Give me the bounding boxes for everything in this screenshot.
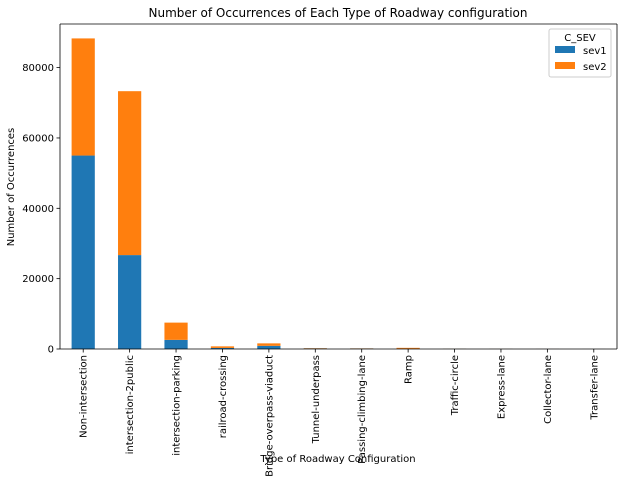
bar-sev1-Bridge-overpass-viaduct [257,345,281,349]
x-tick-label: Express-lane [496,355,507,419]
x-tick-label: intersection-parking [172,355,183,456]
legend-swatch-sev1 [555,46,575,53]
bar-sev2-railroad-crossing [210,346,235,348]
plot-frame [59,23,618,350]
y-tick-label: 60000 [22,133,54,144]
y-axis-label: Number of Occurrences [6,128,17,247]
bar-sev1-Non-intersection [71,155,95,349]
x-axis-ticks: Non-intersection intersection-2public inte… [79,349,600,477]
x-tick-label: Tunnel-underpass [311,355,322,444]
bar-sev1-intersection-parking [164,339,188,349]
bar-sev2-Ramp [396,347,420,349]
x-tick-label: Traffic-circle [450,355,461,416]
x-tick-label: Ramp [404,355,415,384]
x-tick-label: railroad-crossing [218,355,229,438]
bar-sev1-intersection-2public [118,255,142,349]
legend-label-sev1: sev1 [583,46,607,57]
bar-sev2-intersection-2public [118,91,142,256]
y-tick-label: 80000 [22,63,54,74]
bar-sev2-intersection-parking [164,322,188,340]
y-tick-label: 0 [48,345,54,356]
legend-label-sev2: sev2 [583,62,607,73]
x-tick-label: Passing-climbing-lane [357,355,368,464]
legend: C_SEV sev1 sev2 [548,28,612,78]
y-tick-label: 20000 [22,274,54,285]
x-tick-label: Non-intersection [79,355,90,438]
bar-sev2-Bridge-overpass-viaduct [257,343,281,346]
legend-title: C_SEV [564,33,596,44]
x-axis-label: Type of Roadway Configuration [259,454,415,465]
x-tick-label: Bridge-overpass-viaduct [264,355,275,477]
bars-group [71,38,606,349]
y-tick-label: 40000 [22,204,54,215]
bar-sev2-Non-intersection [71,38,95,156]
bar-sev1-railroad-crossing [210,347,235,349]
x-tick-label: Collector-lane [543,355,554,424]
chart-title: Number of Occurrences of Each Type of Ro… [149,6,528,20]
legend-swatch-sev2 [555,62,575,69]
x-tick-label: Transfer-lane [589,355,600,421]
y-axis-ticks: 0 20000 40000 60000 80000 [22,63,60,356]
x-tick-label: intersection-2public [125,355,136,454]
